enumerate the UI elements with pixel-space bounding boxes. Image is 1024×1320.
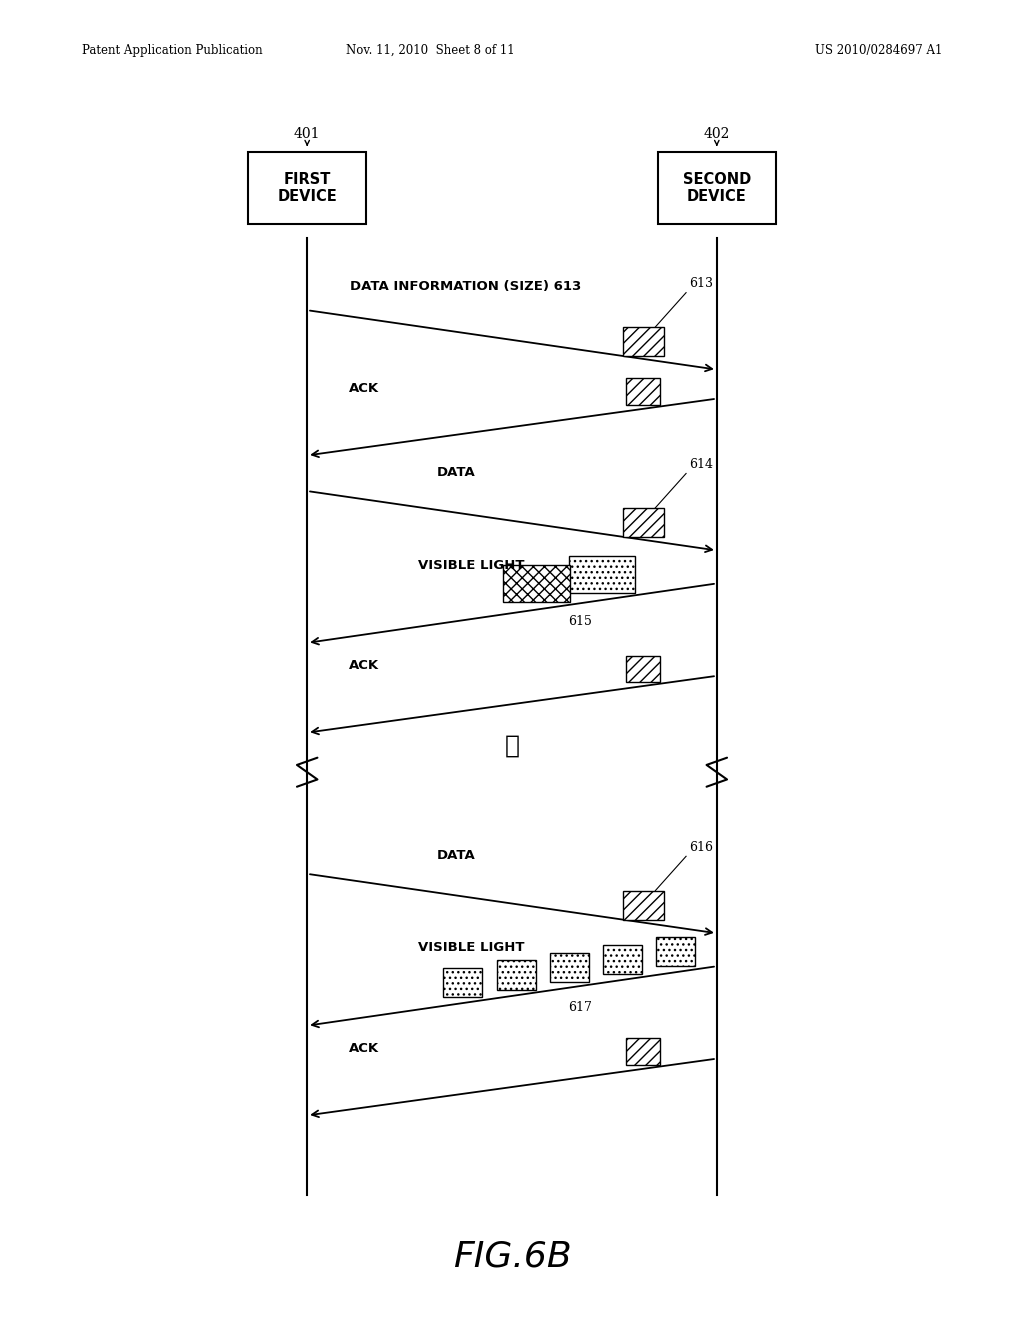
Text: DATA: DATA [436, 849, 475, 862]
Bar [623, 891, 664, 920]
Bar [550, 953, 589, 982]
Text: SECOND
DEVICE: SECOND DEVICE [683, 172, 751, 205]
Bar [504, 565, 569, 602]
Text: VISIBLE LIGHT: VISIBLE LIGHT [418, 558, 524, 572]
Bar [569, 556, 635, 593]
Text: 614: 614 [689, 458, 713, 471]
Text: FIRST
DEVICE: FIRST DEVICE [278, 172, 337, 205]
Text: US 2010/0284697 A1: US 2010/0284697 A1 [815, 44, 942, 57]
Text: Patent Application Publication: Patent Application Publication [82, 44, 262, 57]
Bar [656, 937, 695, 966]
Bar [248, 152, 367, 224]
Text: 615: 615 [567, 615, 592, 628]
Bar [603, 945, 642, 974]
Text: DATA INFORMATION (SIZE) 613: DATA INFORMATION (SIZE) 613 [350, 280, 582, 293]
Text: DATA: DATA [436, 466, 475, 479]
Text: 616: 616 [689, 841, 713, 854]
Bar [623, 327, 664, 356]
Text: FIG.6B: FIG.6B [453, 1239, 571, 1274]
Text: ACK: ACK [348, 381, 379, 395]
Text: 613: 613 [689, 277, 713, 290]
Bar [623, 508, 664, 537]
Bar [626, 656, 660, 681]
Bar [626, 379, 660, 404]
Text: 617: 617 [567, 1001, 592, 1014]
Text: ACK: ACK [348, 659, 379, 672]
Bar [626, 1039, 660, 1064]
Text: Nov. 11, 2010  Sheet 8 of 11: Nov. 11, 2010 Sheet 8 of 11 [346, 44, 514, 57]
Bar [497, 961, 536, 990]
Text: 401: 401 [294, 127, 321, 141]
Text: VISIBLE LIGHT: VISIBLE LIGHT [418, 941, 524, 954]
Text: ⋮: ⋮ [505, 734, 519, 758]
Bar [657, 152, 776, 224]
Bar [443, 969, 482, 998]
Text: ACK: ACK [348, 1041, 379, 1055]
Text: 402: 402 [703, 127, 730, 141]
